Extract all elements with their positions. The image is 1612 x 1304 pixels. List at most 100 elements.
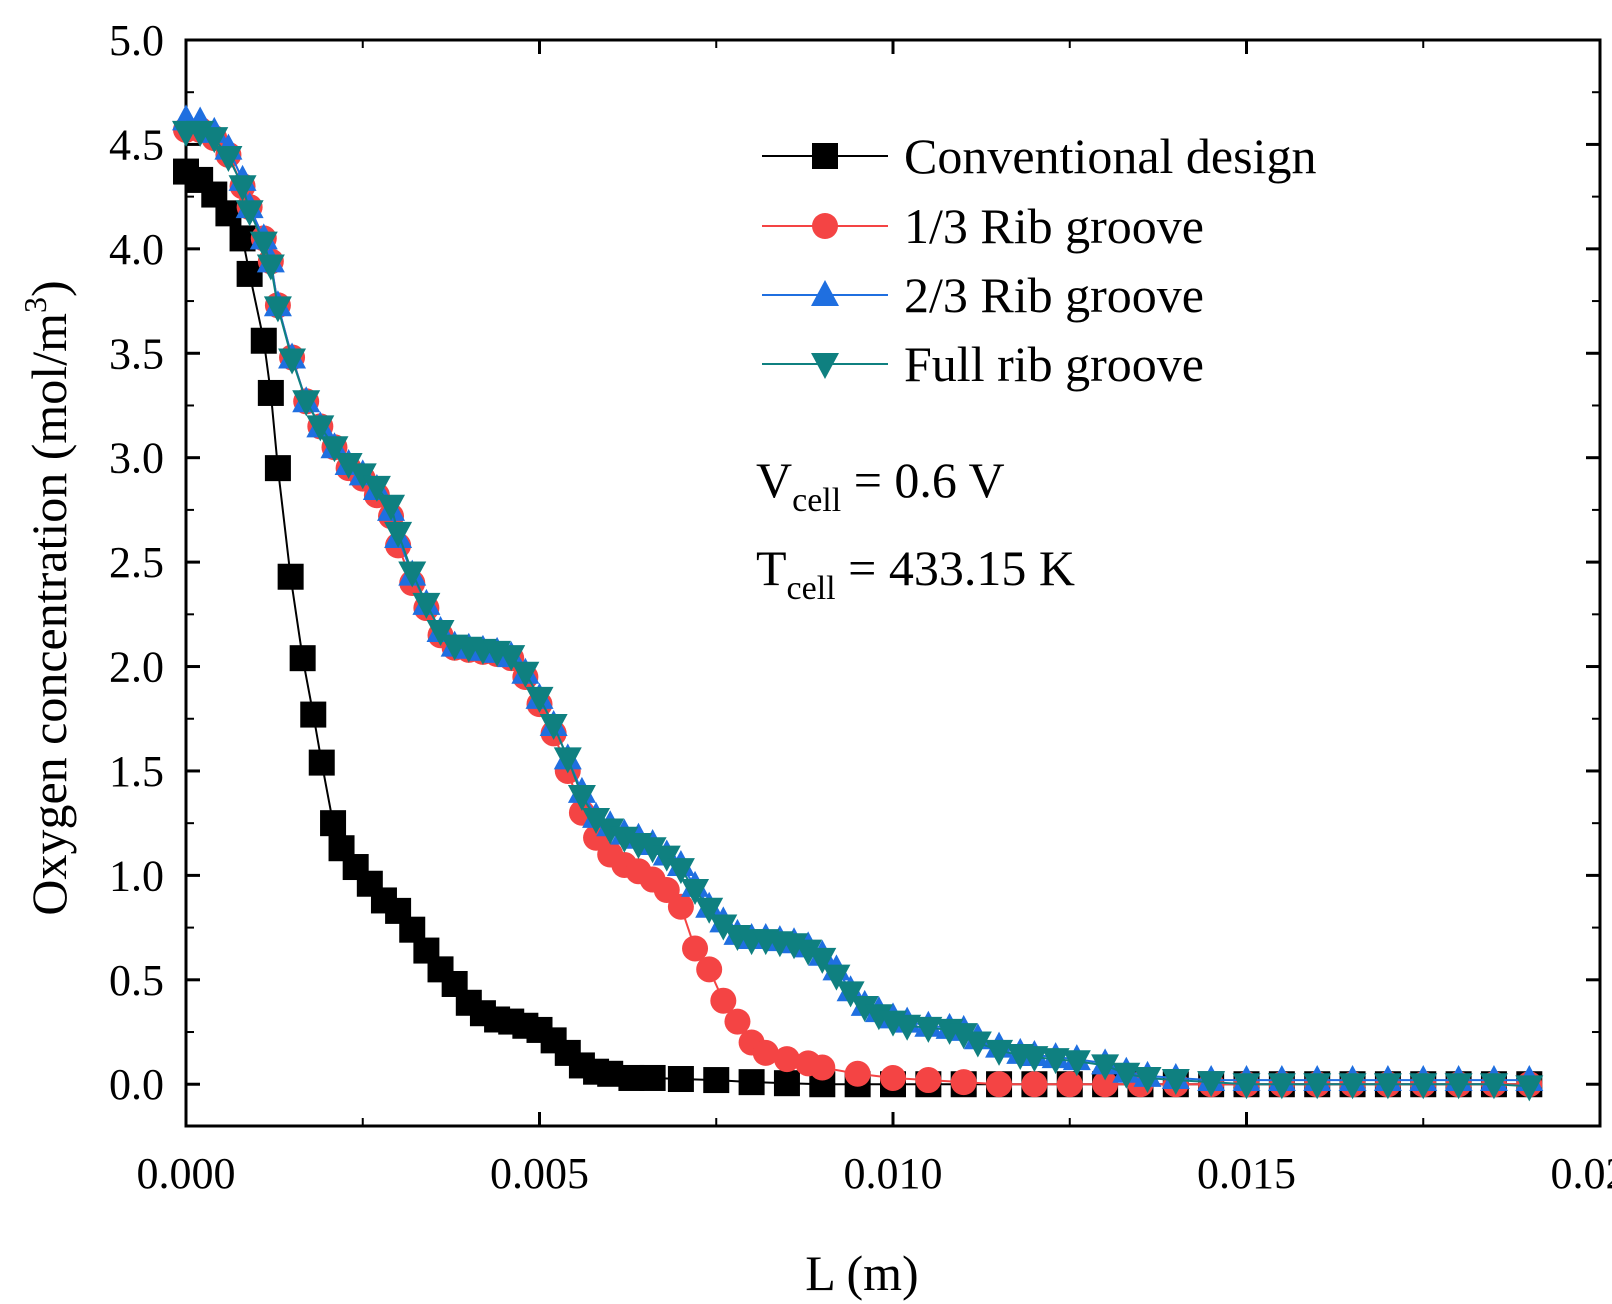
y-tick-label: 0.0 [109, 1060, 164, 1109]
data-point [249, 231, 278, 258]
x-tick-label: 0.000 [137, 1149, 236, 1198]
legend-label: 2/3 Rib groove [904, 267, 1204, 323]
series-line [185, 118, 1530, 1082]
data-point [681, 879, 710, 906]
svg-text:Vcell = 0.6 V: Vcell = 0.6 V [756, 452, 1005, 519]
data-point [809, 1054, 836, 1081]
data-point [986, 1071, 1013, 1098]
data-point [214, 145, 243, 172]
y-tick-label: 2.0 [109, 643, 164, 692]
y-tick-label: 4.5 [109, 120, 164, 169]
legend-marker [811, 280, 839, 306]
data-point [412, 592, 441, 619]
data-point [880, 1064, 906, 1091]
data-point [836, 981, 865, 1008]
data-point [200, 127, 229, 154]
data-point [348, 463, 377, 490]
y-tick-label: 5.0 [109, 16, 164, 65]
data-point [511, 661, 540, 688]
data-point [250, 327, 277, 354]
y-axis-title: Oxygen concentration (mol/m3) [17, 280, 77, 915]
y-axis-title-main: Oxygen concentration (mol/m [21, 313, 77, 916]
data-point [963, 1031, 992, 1058]
data-point [320, 436, 349, 463]
data-point [667, 1066, 694, 1093]
data-point [709, 914, 738, 941]
legend-item: Full rib groove [762, 336, 1204, 392]
legend-item: 1/3 Rib groove [762, 198, 1204, 254]
data-point [667, 893, 694, 920]
x-tick-label: 0.010 [844, 1149, 943, 1198]
data-point [985, 1039, 1014, 1066]
annotation-tcell-sub: cell [787, 570, 836, 607]
annotation-vcell-sub: cell [792, 482, 841, 519]
data-point [822, 964, 851, 991]
y-tick-label: 3.5 [109, 329, 164, 378]
y-axis-title-sup: 3 [17, 297, 53, 313]
data-point [696, 956, 723, 983]
y-tick-label: 1.0 [109, 851, 164, 900]
data-point [236, 260, 263, 287]
data-point [582, 807, 611, 834]
legend-marker [812, 213, 838, 239]
data-point [320, 810, 347, 837]
data-point [1021, 1071, 1048, 1098]
data-point [639, 1064, 666, 1091]
data-point [1373, 1073, 1402, 1100]
x-axis-title: L (m) [805, 1245, 918, 1301]
y-tick-label: 0.5 [109, 956, 164, 1005]
annotation-vcell: Vcell = 0.6 V [756, 452, 1005, 519]
series-2 [172, 104, 1544, 1092]
data-point [289, 645, 316, 672]
svg-text:Tcell = 433.15 K: Tcell = 433.15 K [756, 540, 1075, 607]
series-line [186, 130, 1530, 1088]
annotation-vcell-rest: = 0.6 V [841, 452, 1004, 508]
series-0 [173, 158, 1543, 1098]
data-point [1267, 1073, 1296, 1100]
y-tick-label: 1.5 [109, 747, 164, 796]
data-point [1338, 1073, 1367, 1100]
legend-label: Conventional design [904, 128, 1316, 184]
data-point [1409, 1073, 1438, 1100]
data-point [228, 175, 257, 202]
data-point [264, 455, 291, 482]
data-point [1112, 1062, 1141, 1089]
data-point [752, 1039, 779, 1066]
data-point [1515, 1075, 1544, 1102]
data-point [794, 939, 823, 966]
legend-item: Conventional design [762, 128, 1316, 184]
legend-label: 1/3 Rib groove [904, 198, 1204, 254]
data-point [808, 947, 837, 974]
data-point [949, 1023, 978, 1050]
data-point [1092, 1071, 1119, 1098]
data-point [525, 686, 554, 713]
data-point [596, 818, 625, 845]
x-tick-label: 0.015 [1197, 1149, 1296, 1198]
series-layer [172, 104, 1544, 1102]
data-point [306, 415, 335, 442]
annotation-tcell-rest: = 433.15 K [836, 540, 1075, 596]
legend-label: Full rib groove [904, 336, 1204, 392]
y-axis-title-end: ) [21, 280, 77, 297]
data-point [263, 296, 292, 323]
data-point [1062, 1050, 1091, 1077]
data-point [308, 749, 335, 776]
legend: Conventional design 1/3 Rib groove 2/3 Rib… [762, 128, 1316, 392]
data-point [1020, 1046, 1049, 1073]
data-point [666, 858, 695, 885]
y-tick-label: 4.0 [109, 225, 164, 274]
data-point [1091, 1054, 1120, 1081]
legend-marker [811, 353, 839, 379]
data-point [773, 1070, 800, 1097]
data-point [1444, 1073, 1473, 1100]
data-point [426, 620, 455, 647]
annotation-tcell-main: T [756, 540, 787, 596]
legend-marker [812, 143, 838, 169]
x-tick-label: 0.020 [1551, 1149, 1612, 1198]
data-point [844, 1060, 871, 1087]
y-tick-label: 3.0 [109, 434, 164, 483]
plot-axes: 0.000 0.005 0.010 0.015 0.020 0.0 0.5 1.0 1.5 2.0… [109, 16, 1612, 1198]
data-point [893, 1014, 922, 1041]
data-point [682, 935, 709, 962]
